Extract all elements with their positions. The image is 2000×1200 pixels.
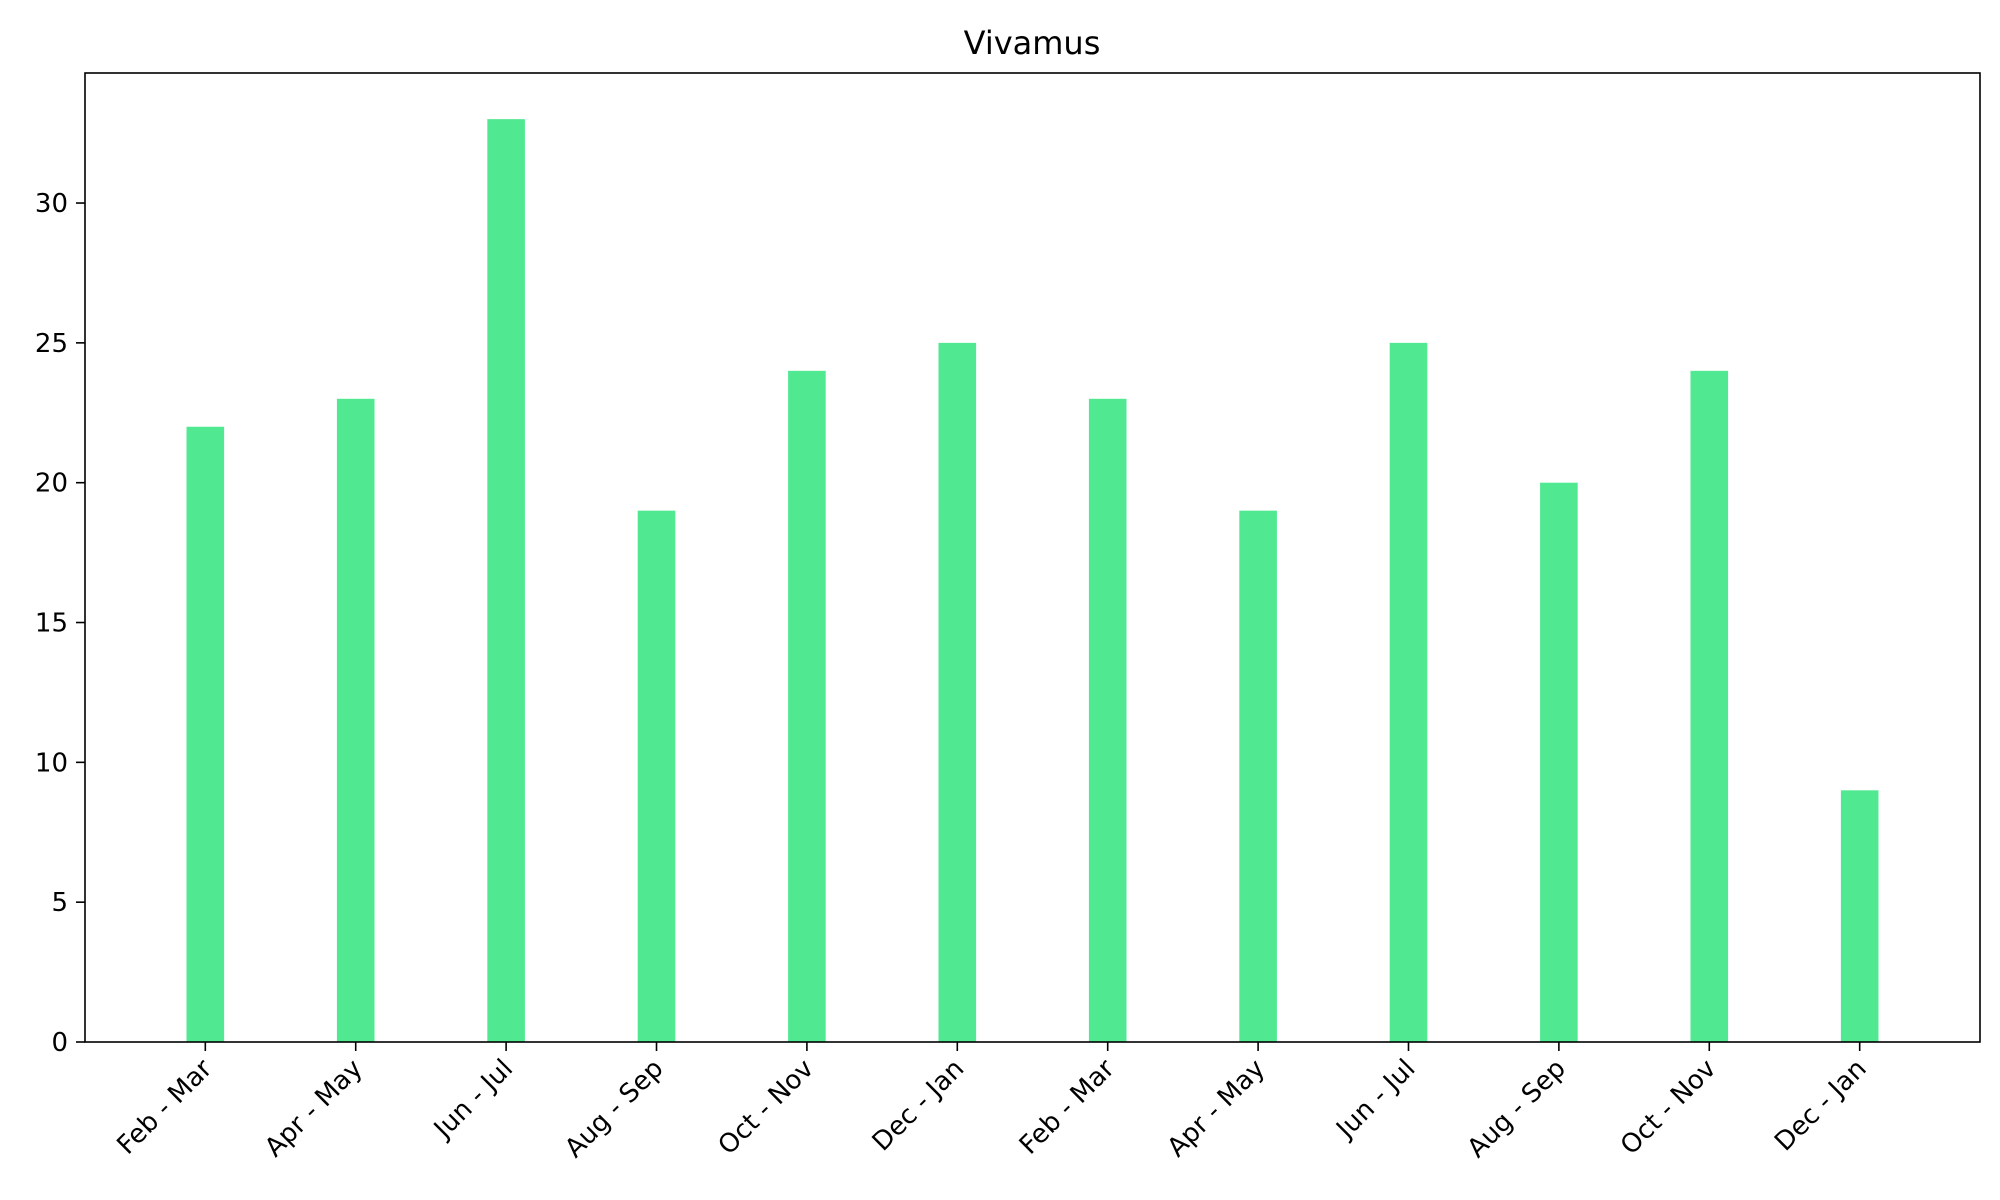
- x-tick-label: Jun - Jul: [427, 1054, 519, 1146]
- bar-6: [938, 342, 977, 1042]
- bar-11: [1690, 370, 1729, 1042]
- bars: [186, 119, 1879, 1043]
- y-axis: 0 5 10 15 20 25 30: [35, 189, 85, 1058]
- x-tick-label: Feb - Mar: [1014, 1054, 1121, 1161]
- bar-2: [336, 398, 375, 1043]
- bar-5: [788, 370, 826, 1042]
- x-tick-label: Dec - Jan: [1769, 1054, 1872, 1157]
- x-tick-label: Jun - Jul: [1330, 1054, 1422, 1146]
- x-tick-label: Feb - Mar: [111, 1054, 218, 1161]
- x-tick-label: Aug - Sep: [559, 1054, 669, 1164]
- x-tick-label: Apr - May: [1162, 1054, 1271, 1163]
- bar-7: [1088, 398, 1127, 1043]
- bar-10: [1540, 482, 1578, 1042]
- chart-title: Vivamus: [964, 24, 1101, 62]
- y-tick-label: 25: [35, 329, 68, 359]
- x-tick-label: Dec - Jan: [867, 1054, 970, 1157]
- x-tick-label: Apr - May: [259, 1054, 368, 1163]
- y-tick-label: 20: [35, 469, 68, 499]
- bar-3: [487, 119, 525, 1042]
- plot-frame: [84, 72, 1981, 1043]
- y-tick-label: 10: [35, 748, 68, 778]
- y-tick-label: 0: [51, 1028, 68, 1058]
- x-tick-label: Oct - Nov: [713, 1054, 820, 1161]
- bar-9: [1389, 342, 1428, 1042]
- bar-1: [186, 426, 225, 1042]
- y-tick-label: 30: [35, 189, 68, 219]
- bar-4: [637, 510, 676, 1042]
- bar-12: [1840, 790, 1879, 1042]
- y-tick-label: 5: [51, 888, 68, 918]
- bar-8: [1239, 510, 1277, 1042]
- x-axis: Feb - Mar Apr - May Jun - Jul Aug - Sep Oct …: [111, 1042, 1873, 1164]
- x-tick-label: Aug - Sep: [1462, 1054, 1572, 1164]
- x-tick-label: Oct - Nov: [1615, 1054, 1722, 1161]
- y-tick-label: 15: [35, 609, 68, 639]
